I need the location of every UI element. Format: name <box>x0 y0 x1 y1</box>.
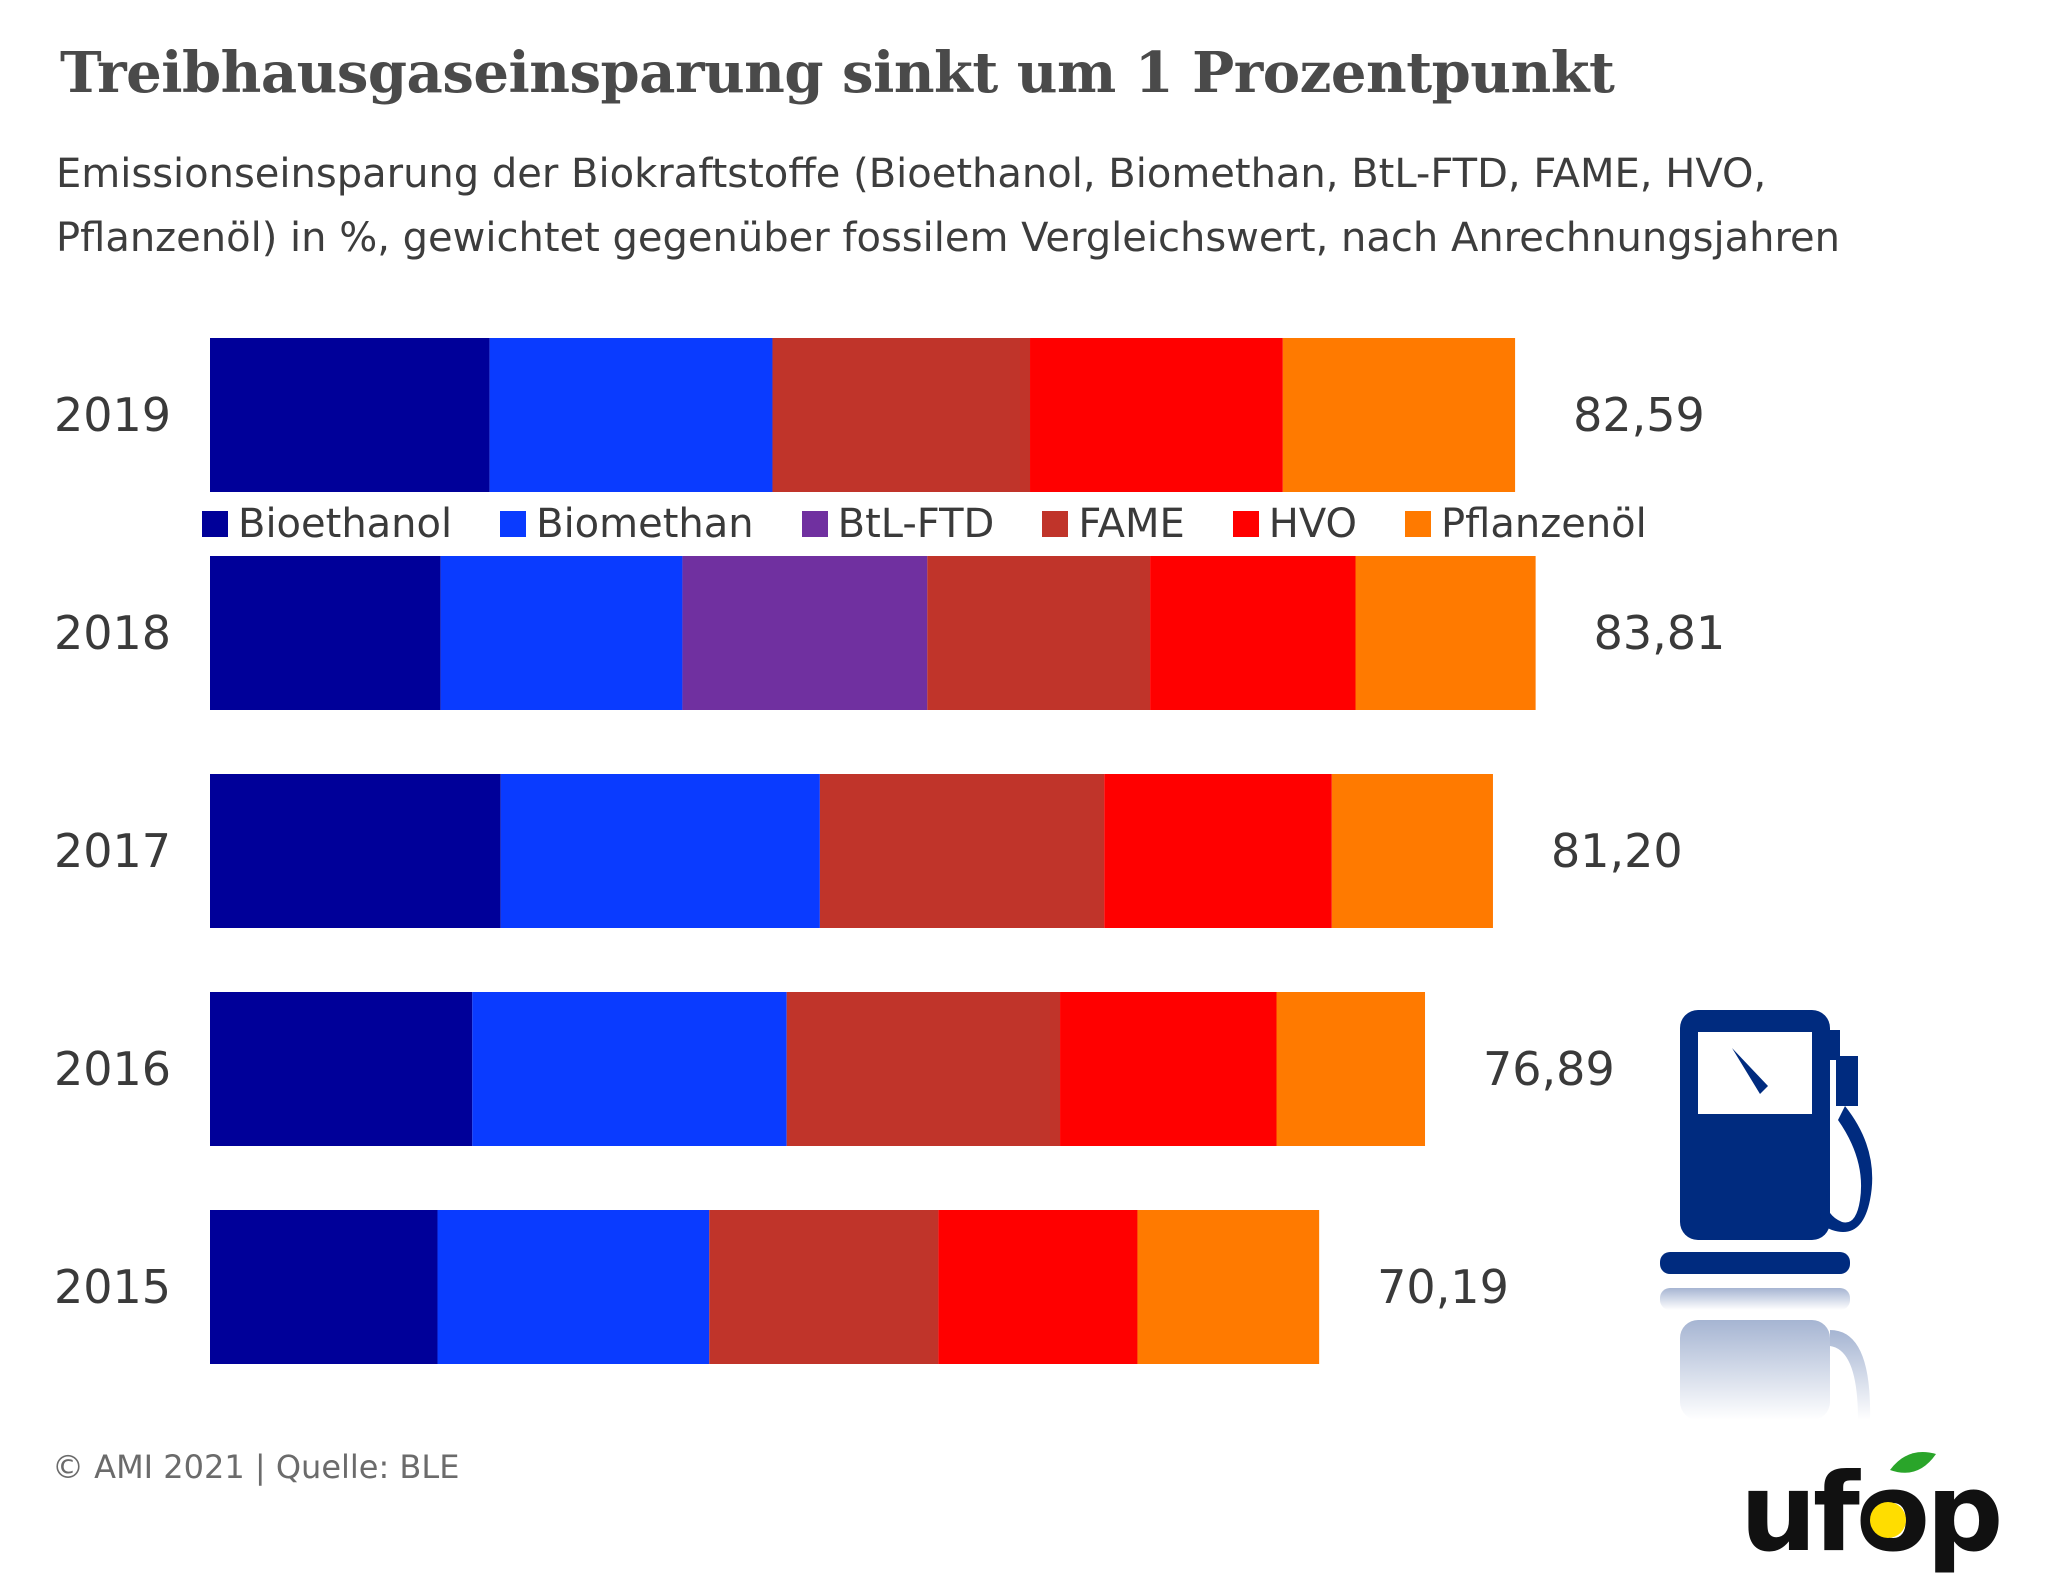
bar-segment-2017-biomethan <box>500 774 820 928</box>
bar-segment-2017-bioethanol <box>210 774 501 928</box>
bar-segment-2018-hvo <box>1150 556 1356 710</box>
legend-label: BtL-FTD <box>837 501 995 547</box>
bar-segment-2018-btl-ftd <box>682 556 928 710</box>
legend-swatch <box>1405 511 1432 537</box>
fuel-pump-icon <box>1660 1010 1873 1420</box>
bar-segment-2018-fame <box>927 556 1151 710</box>
bar-segment-2016-fame <box>786 992 1061 1146</box>
bar-segment-2015-biomethan <box>437 1210 710 1364</box>
svg-text:ufop: ufop <box>1740 1451 1999 1576</box>
legend-item-bioethanol: Bioethanol <box>202 501 452 547</box>
bar-segment-2016-pflanzenöl <box>1276 992 1426 1146</box>
bar-segment-2017-hvo <box>1104 774 1332 928</box>
chart-subtitle: Emissionseinsparung der Biokraftstoffe (… <box>56 151 1840 261</box>
legend-item-biomethan: Biomethan <box>500 501 754 547</box>
bar-segment-2016-bioethanol <box>210 992 473 1146</box>
bar-segment-2019-biomethan <box>489 338 773 492</box>
total-label-2018: 83,81 <box>1594 606 1726 660</box>
year-label-2017: 2017 <box>54 824 171 878</box>
year-label-2016: 2016 <box>54 1042 171 1096</box>
bar-segment-2018-biomethan <box>440 556 683 710</box>
total-label-2019: 82,59 <box>1573 388 1705 442</box>
legend-label: Bioethanol <box>238 501 453 547</box>
bar-segment-2019-bioethanol <box>210 338 490 492</box>
stacked-bar-chart: 2019 82,59 2018 83,81 2017 81,20 2016 76,89 2015… <box>54 338 1726 1364</box>
bar-segment-2016-biomethan <box>472 992 787 1146</box>
bar-segment-2019-fame <box>772 338 1031 492</box>
chart-title: Treibhausgaseinsparung sinkt um 1 Prozen… <box>60 40 1615 106</box>
bar-segment-2016-hvo <box>1060 992 1277 1146</box>
year-label-2018: 2018 <box>54 606 171 660</box>
legend-swatch <box>1232 511 1259 537</box>
legend-swatch <box>1042 511 1069 537</box>
bar-segment-2017-fame <box>819 774 1105 928</box>
bar-segment-2015-hvo <box>938 1210 1138 1364</box>
bar-segment-2018-pflanzenöl <box>1355 556 1536 710</box>
legend-label: HVO <box>1268 501 1358 547</box>
legend-item-pflanzenöl: Pflanzenöl <box>1405 501 1647 547</box>
total-label-2017: 81,20 <box>1551 824 1683 878</box>
bar-segment-2018-bioethanol <box>210 556 441 710</box>
chart-legend: Bioethanol Biomethan BtL-FTD FAME HVO Pflanze… <box>202 496 1742 552</box>
bar-segment-2017-pflanzenöl <box>1331 774 1493 928</box>
year-label-2019: 2019 <box>54 388 171 442</box>
legend-swatch <box>500 511 527 537</box>
legend-label: Pflanzenöl <box>1441 501 1647 547</box>
total-label-2015: 70,19 <box>1377 1260 1509 1314</box>
bar-segment-2019-hvo <box>1030 338 1283 492</box>
source-note: © AMI 2021 | Quelle: BLE <box>52 1448 460 1486</box>
legend-label: Biomethan <box>536 501 754 547</box>
legend-item-btl-ftd: BtL-FTD <box>801 501 995 547</box>
legend-swatch <box>801 511 828 537</box>
legend-item-fame: FAME <box>1042 501 1185 547</box>
legend-label: FAME <box>1078 501 1185 547</box>
ufop-logo: ufop <box>1740 1451 2003 1576</box>
bar-segment-2015-fame <box>709 1210 939 1364</box>
legend-item-hvo: HVO <box>1232 501 1358 547</box>
bar-segment-2015-bioethanol <box>210 1210 438 1364</box>
bar-segment-2019-pflanzenöl <box>1282 338 1516 492</box>
total-label-2016: 76,89 <box>1483 1042 1615 1096</box>
legend-swatch <box>202 511 228 537</box>
year-label-2015: 2015 <box>54 1260 171 1314</box>
bar-segment-2015-pflanzenöl <box>1137 1210 1320 1364</box>
